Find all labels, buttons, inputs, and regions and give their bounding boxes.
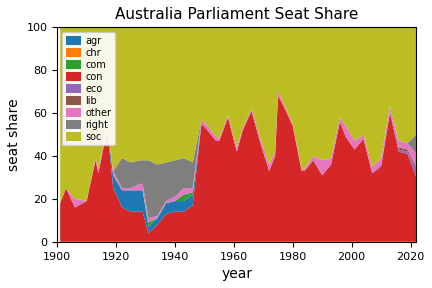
Y-axis label: seat share: seat share — [7, 98, 21, 171]
X-axis label: year: year — [221, 267, 252, 281]
Title: Australia Parliament Seat Share: Australia Parliament Seat Share — [115, 7, 359, 22]
Legend: agr, chr, com, con, eco, lib, other, right, soc: agr, chr, com, con, eco, lib, other, rig… — [62, 32, 115, 145]
